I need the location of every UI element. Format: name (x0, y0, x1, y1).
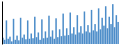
bar (91, 10, 93, 44)
bar (48, 16, 50, 44)
bar (59, 29, 61, 44)
bar (68, 35, 70, 44)
bar (25, 39, 27, 44)
bar (36, 37, 38, 44)
bar (107, 28, 109, 44)
bar (22, 38, 24, 44)
bar (78, 32, 80, 44)
bar (13, 19, 15, 44)
bar (18, 40, 20, 44)
bar (110, 24, 112, 44)
bar (41, 19, 43, 44)
bar (114, 27, 116, 44)
bar (96, 31, 98, 44)
bar (29, 39, 31, 44)
bar (15, 40, 17, 44)
bar (46, 38, 48, 44)
bar (34, 17, 36, 44)
bar (32, 38, 34, 44)
bar (116, 15, 118, 44)
y-axis-line (2, 2, 3, 45)
bar (16, 36, 18, 44)
bar (87, 25, 89, 44)
bar (101, 18, 103, 44)
plot (2, 2, 119, 45)
bar (89, 32, 91, 44)
bar (80, 26, 82, 44)
bar (50, 37, 52, 44)
bar (98, 8, 100, 44)
bar (57, 37, 59, 44)
bar (117, 22, 119, 44)
bar (93, 30, 95, 44)
bar (55, 18, 57, 44)
bar (82, 34, 84, 44)
bar (100, 29, 102, 44)
chart (0, 0, 120, 45)
bar (112, 4, 114, 44)
y-axis (2, 2, 3, 45)
bar (77, 15, 79, 44)
bar (11, 41, 13, 44)
bar (39, 40, 41, 44)
bar (7, 39, 9, 44)
bar (85, 31, 87, 44)
bar (4, 40, 6, 44)
bar (84, 11, 86, 44)
bar (69, 13, 71, 44)
bar (94, 24, 96, 44)
bar (103, 26, 105, 44)
bar (45, 31, 47, 44)
bar (27, 20, 29, 44)
bar (52, 30, 54, 44)
bar (20, 18, 22, 44)
bar (62, 14, 64, 44)
bar (71, 34, 73, 44)
bar (66, 28, 68, 44)
bar (54, 39, 56, 44)
bar (73, 27, 75, 44)
bar (108, 17, 110, 44)
bar (64, 36, 66, 44)
bar (6, 20, 8, 44)
bar (75, 35, 77, 44)
bar (61, 36, 63, 44)
bar (43, 38, 45, 44)
bars (2, 4, 119, 44)
bar (30, 34, 32, 44)
bar (38, 32, 40, 44)
bar (9, 37, 11, 44)
bar (105, 6, 107, 44)
bar (23, 35, 25, 44)
